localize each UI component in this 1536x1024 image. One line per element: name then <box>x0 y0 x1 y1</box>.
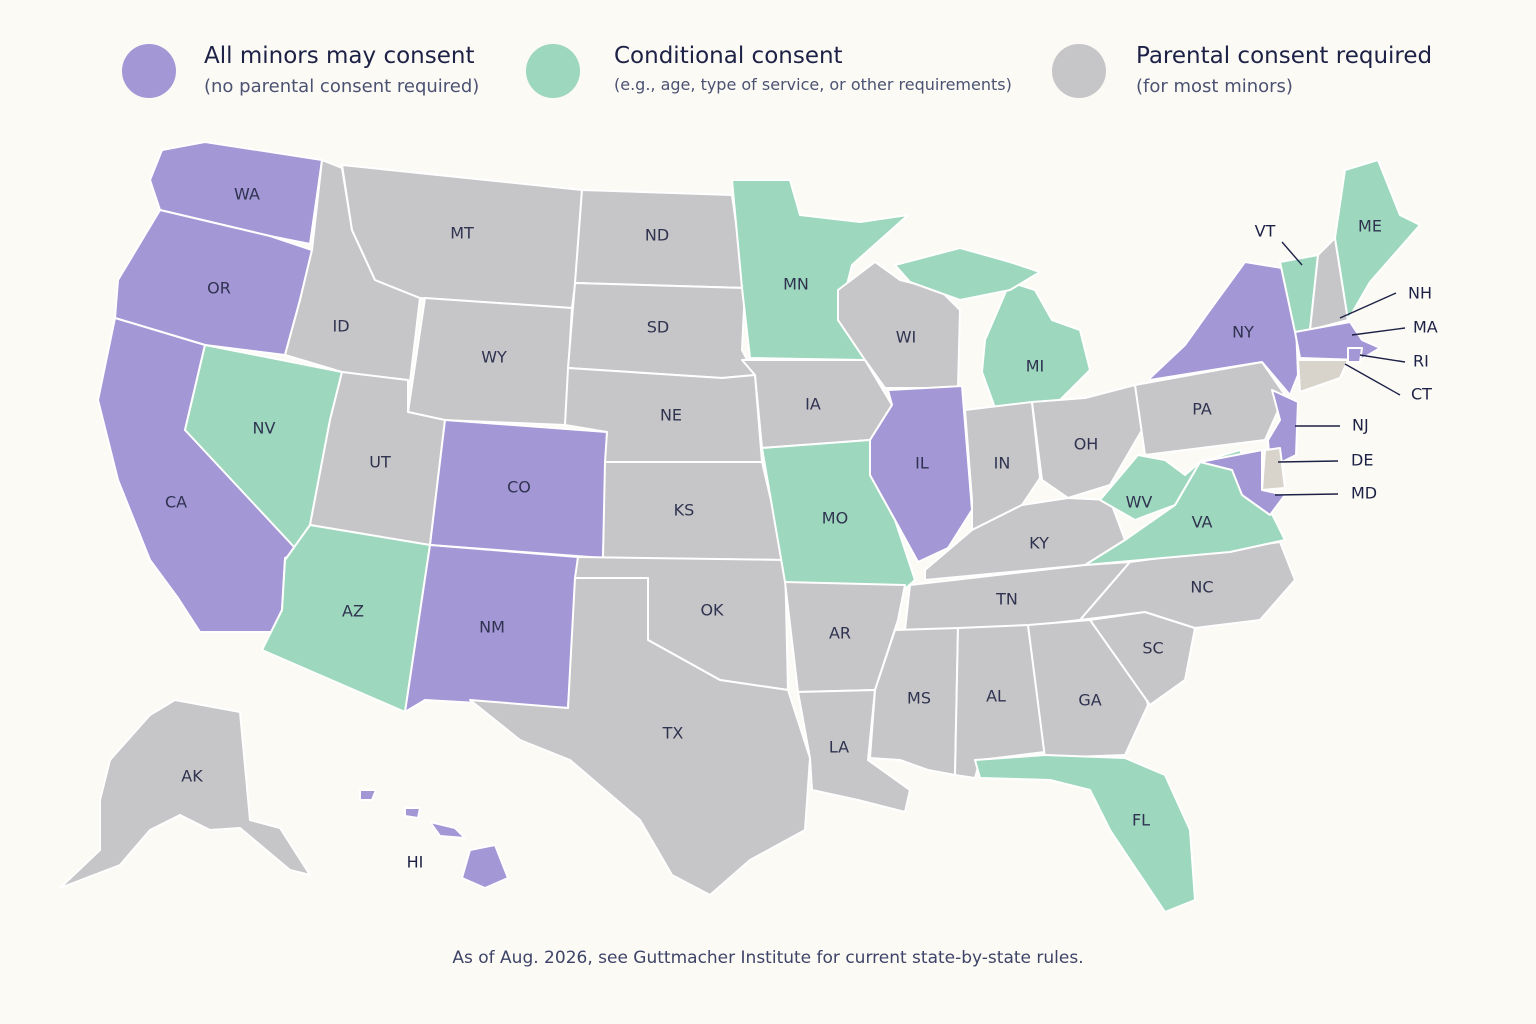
state-label-ky: KY <box>1029 534 1049 553</box>
state-label-oh: OH <box>1074 435 1099 454</box>
state-label-mn: MN <box>783 275 809 294</box>
state-oh <box>1031 384 1143 499</box>
callout-leader-nh <box>1339 292 1397 319</box>
callout-label-ri: RI <box>1413 352 1429 371</box>
state-fl <box>974 754 1196 913</box>
state-label-id: ID <box>332 317 349 336</box>
state-label-mi: MI <box>1026 357 1045 376</box>
state-hi-part-hi3 <box>404 807 421 819</box>
state-label-ut: UT <box>369 453 391 472</box>
state-label-pa: PA <box>1192 400 1212 419</box>
callout-label-de: DE <box>1351 451 1373 470</box>
state-label-nm: NM <box>479 618 505 637</box>
state-label-ne: NE <box>660 406 682 425</box>
legend: All minors may consent (no parental cons… <box>0 38 1536 108</box>
state-label-ak: AK <box>181 767 203 786</box>
state-label-il: IL <box>915 454 929 473</box>
state-me <box>1334 159 1421 321</box>
state-label-la: LA <box>829 738 849 757</box>
state-ak <box>59 699 311 889</box>
state-hi-part-hi2 <box>429 821 466 839</box>
state-hi-part-hi4 <box>359 789 377 801</box>
legend-subtitle-conditional: (e.g., age, type of service, or other re… <box>614 75 1012 94</box>
state-label-ar: AR <box>829 624 851 643</box>
state-label-in: IN <box>994 454 1011 473</box>
state-label-az: AZ <box>342 602 364 621</box>
state-mn <box>731 179 909 361</box>
state-label-ca: CA <box>165 493 187 512</box>
legend-swatch-parental <box>1052 44 1106 98</box>
state-ct <box>1297 359 1349 393</box>
state-wv <box>1099 454 1201 521</box>
state-label-nd: ND <box>645 226 669 245</box>
state-label-mo: MO <box>822 509 848 528</box>
state-label-tx: TX <box>662 724 684 743</box>
state-label-hi: HI <box>407 853 424 872</box>
state-label-wv: WV <box>1126 493 1153 512</box>
callout-label-nj: NJ <box>1352 416 1369 435</box>
state-label-me: ME <box>1358 217 1382 236</box>
state-label-sd: SD <box>647 318 669 337</box>
state-label-nc: NC <box>1190 578 1213 597</box>
state-label-al: AL <box>986 687 1006 706</box>
callout-leader-ct <box>1344 363 1401 396</box>
state-hi-part-hi1 <box>461 844 509 889</box>
callout-leader-ma <box>1351 327 1406 336</box>
legend-title-all-minors: All minors may consent <box>204 43 475 69</box>
state-label-sc: SC <box>1142 639 1163 658</box>
state-mi <box>981 281 1091 409</box>
callout-label-ct: CT <box>1411 385 1432 404</box>
state-label-or: OR <box>207 279 231 298</box>
callout-leader-de <box>1277 460 1339 463</box>
state-label-nv: NV <box>253 419 276 438</box>
state-label-tn: TN <box>995 590 1018 609</box>
state-label-ms: MS <box>907 689 931 708</box>
state-label-ny: NY <box>1232 323 1254 342</box>
callout-leader-ri <box>1359 354 1406 363</box>
state-label-ga: GA <box>1078 691 1101 710</box>
callout-leader-md <box>1274 493 1339 496</box>
state-label-wi: WI <box>896 328 917 347</box>
legend-subtitle-all-minors: (no parental consent required) <box>204 76 480 97</box>
legend-subtitle-parental: (for most minors) <box>1136 76 1293 97</box>
state-de <box>1261 447 1286 491</box>
state-label-co: CO <box>507 478 531 497</box>
callout-leader-vt <box>1281 241 1303 266</box>
state-wa <box>149 141 323 245</box>
footnote: As of Aug. 2026, see Guttmacher Institut… <box>452 948 1084 968</box>
state-ri <box>1347 347 1363 363</box>
state-label-ia: IA <box>805 395 821 414</box>
legend-title-parental: Parental consent required <box>1136 43 1433 69</box>
legend-swatch-conditional <box>526 44 580 98</box>
legend-title-conditional: Conditional consent <box>614 43 843 69</box>
state-md <box>1199 449 1286 516</box>
legend-swatch-all-minors <box>122 44 176 98</box>
state-tx <box>469 577 811 896</box>
callout-label-ma: MA <box>1413 318 1438 337</box>
state-label-wy: WY <box>481 348 507 367</box>
state-label-wa: WA <box>234 185 260 204</box>
state-wy <box>407 297 573 426</box>
state-label-ok: OK <box>700 601 724 620</box>
state-label-ks: KS <box>674 501 695 520</box>
callout-label-nh: NH <box>1408 284 1432 303</box>
state-label-fl: FL <box>1132 811 1150 830</box>
callout-label-md: MD <box>1351 484 1377 503</box>
state-label-mt: MT <box>450 224 474 243</box>
callout-label-vt: VT <box>1255 222 1276 241</box>
state-label-va: VA <box>1192 513 1213 532</box>
state-mi-part-miu <box>894 247 1041 301</box>
state-wi <box>837 261 961 389</box>
